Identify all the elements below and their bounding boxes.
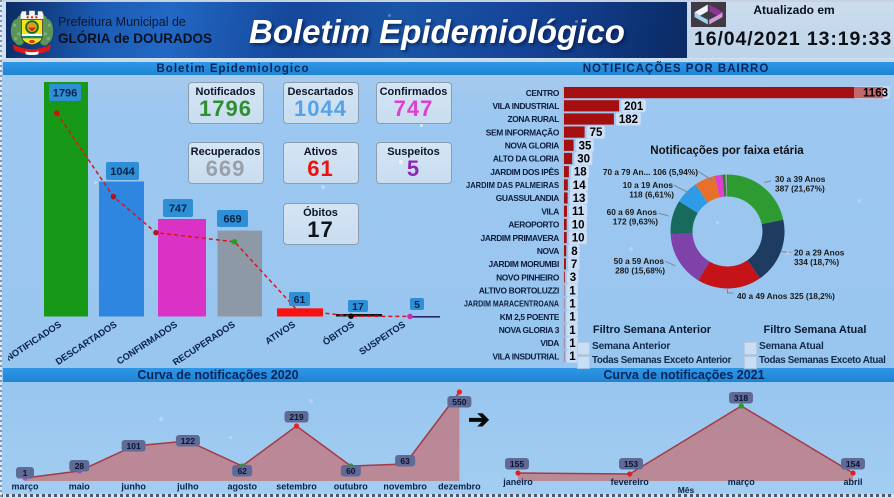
svg-text:75: 75	[590, 127, 603, 139]
svg-text:VIDA: VIDA	[540, 338, 559, 348]
svg-text:ATIVOS: ATIVOS	[263, 319, 297, 346]
svg-text:JARDIM DOS IPÊS: JARDIM DOS IPÊS	[490, 166, 560, 177]
svg-text:JARDIM PRIMAVERA: JARDIM PRIMAVERA	[481, 233, 560, 243]
svg-text:setembro: setembro	[276, 482, 317, 492]
svg-text:dezembro: dezembro	[438, 482, 481, 492]
svg-text:62: 62	[237, 466, 247, 476]
svg-text:novembro: novembro	[383, 482, 427, 492]
svg-text:ALTIVO BORTOLUZZI: ALTIVO BORTOLUZZI	[479, 286, 559, 296]
svg-text:280 (15,68%): 280 (15,68%)	[615, 266, 665, 276]
svg-text:Mês: Mês	[678, 485, 695, 495]
svg-text:CENTRO: CENTRO	[526, 88, 560, 98]
svg-text:1: 1	[569, 312, 576, 324]
svg-text:1: 1	[569, 299, 576, 311]
svg-text:155: 155	[510, 459, 524, 469]
svg-text:NOVA GLORIA 3: NOVA GLORIA 3	[499, 325, 560, 335]
svg-text:1: 1	[569, 285, 576, 297]
svg-text:ÓBITOS: ÓBITOS	[320, 318, 356, 347]
svg-text:agosto: agosto	[227, 482, 257, 492]
svg-text:153: 153	[624, 459, 638, 469]
svg-text:JARDIM MORUMBI: JARDIM MORUMBI	[489, 259, 559, 269]
svg-text:60 a 69 Anos: 60 a 69 Anos	[607, 207, 658, 217]
svg-text:201: 201	[624, 101, 644, 113]
svg-text:1044: 1044	[110, 166, 135, 178]
svg-text:17: 17	[352, 301, 364, 313]
svg-text:28: 28	[75, 461, 85, 471]
svg-text:10: 10	[572, 219, 585, 231]
svg-text:118 (6,61%): 118 (6,61%)	[629, 190, 674, 200]
svg-text:junho: junho	[120, 482, 146, 492]
svg-text:63: 63	[400, 456, 410, 466]
svg-text:35: 35	[579, 140, 592, 152]
svg-text:julho: julho	[176, 482, 199, 492]
svg-text:182: 182	[619, 114, 638, 126]
svg-text:NOVA: NOVA	[537, 246, 559, 256]
svg-text:5: 5	[414, 299, 420, 311]
svg-text:13: 13	[573, 193, 586, 205]
svg-text:abril: abril	[843, 477, 862, 487]
svg-text:SEM INFORMAÇÃO: SEM INFORMAÇÃO	[486, 127, 560, 137]
svg-text:70 a 79 An... 106 (5,94%): 70 a 79 An... 106 (5,94%)	[603, 167, 698, 177]
svg-text:VILA INDUSTRIAL: VILA INDUSTRIAL	[492, 101, 559, 111]
svg-text:20 a 29 Anos: 20 a 29 Anos	[794, 248, 845, 258]
svg-text:219: 219	[289, 412, 303, 422]
svg-text:KM 2,5 POENTE: KM 2,5 POENTE	[500, 312, 560, 322]
svg-text:669: 669	[223, 213, 241, 225]
svg-text:ZONA RURAL: ZONA RURAL	[507, 114, 559, 124]
svg-text:AEROPORTO: AEROPORTO	[508, 220, 560, 230]
svg-text:172 (9,63%): 172 (9,63%)	[613, 217, 658, 227]
svg-text:7: 7	[571, 259, 577, 271]
svg-text:318: 318	[734, 393, 748, 403]
svg-text:março: março	[11, 482, 39, 492]
svg-text:DESCARTADOS: DESCARTADOS	[54, 319, 119, 365]
svg-text:ALTO DA GLORIA: ALTO DA GLORIA	[493, 154, 559, 164]
svg-text:154: 154	[846, 459, 860, 469]
svg-text:1: 1	[23, 468, 28, 478]
svg-text:387 (21,67%): 387 (21,67%)	[775, 184, 825, 194]
svg-text:JARDIM MARACENTROANA: JARDIM MARACENTROANA	[464, 299, 559, 309]
svg-text:3: 3	[570, 272, 576, 284]
svg-text:50 a 59 Anos: 50 a 59 Anos	[614, 256, 665, 266]
svg-text:CONFIRMADOS: CONFIRMADOS	[115, 319, 179, 365]
svg-text:SUSPEITOS: SUSPEITOS	[357, 319, 407, 357]
svg-text:122: 122	[181, 436, 195, 446]
svg-text:março: março	[728, 477, 756, 487]
svg-text:VILA: VILA	[541, 206, 559, 216]
svg-text:1163: 1163	[863, 88, 888, 100]
svg-text:747: 747	[169, 203, 187, 215]
svg-text:10: 10	[572, 233, 585, 245]
svg-text:11: 11	[572, 206, 585, 218]
svg-text:1796: 1796	[53, 87, 77, 99]
svg-text:NOVO PINHEIRO: NOVO PINHEIRO	[496, 272, 560, 282]
svg-text:101: 101	[127, 441, 141, 451]
svg-text:janeiro: janeiro	[502, 477, 533, 487]
svg-text:NOVA GLORIA: NOVA GLORIA	[505, 141, 560, 151]
svg-text:14: 14	[573, 180, 586, 192]
svg-text:RECUPERADOS: RECUPERADOS	[171, 319, 237, 365]
svg-text:GUASSULANDIA: GUASSULANDIA	[496, 193, 560, 203]
svg-text:1: 1	[569, 325, 576, 337]
svg-text:30: 30	[577, 154, 590, 166]
svg-text:maio: maio	[69, 482, 91, 492]
svg-text:30 a 39 Anos: 30 a 39 Anos	[775, 174, 826, 184]
svg-text:550: 550	[452, 397, 466, 407]
svg-text:8: 8	[571, 246, 578, 258]
svg-text:JARDIM DAS PALMEIRAS: JARDIM DAS PALMEIRAS	[466, 180, 559, 190]
svg-text:Notificações por faixa etária: Notificações por faixa etária	[650, 145, 804, 157]
svg-text:1: 1	[569, 338, 576, 350]
svg-text:NOTIFICADOS: NOTIFICADOS	[8, 319, 63, 363]
svg-text:outubro: outubro	[334, 482, 368, 492]
svg-text:61: 61	[294, 294, 306, 306]
svg-text:10 a 19 Anos: 10 a 19 Anos	[623, 180, 674, 190]
svg-text:60: 60	[346, 466, 356, 476]
svg-text:18: 18	[574, 167, 587, 179]
svg-text:VILA INSDUTRIAL: VILA INSDUTRIAL	[492, 351, 559, 361]
svg-text:334 (18,7%): 334 (18,7%)	[794, 257, 839, 267]
svg-text:fevereiro: fevereiro	[611, 477, 650, 487]
svg-text:1: 1	[569, 351, 576, 363]
svg-text:40 a 49 Anos 325 (18,2%): 40 a 49 Anos 325 (18,2%)	[737, 291, 835, 301]
